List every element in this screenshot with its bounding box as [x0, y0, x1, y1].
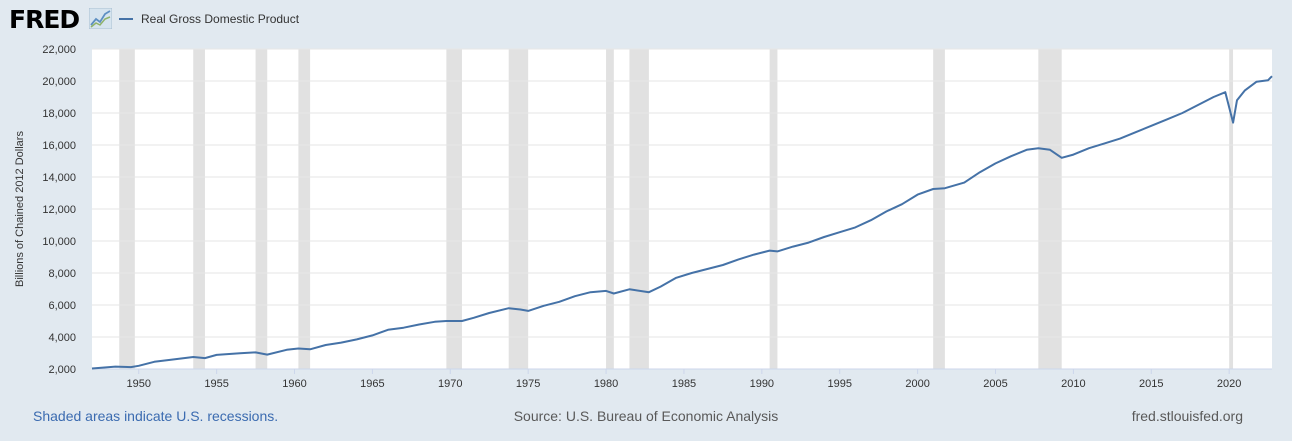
x-axis-ticks: 1950 1955 1960 1965 1970 1975 1980 1985 1990 1995…	[126, 369, 1241, 390]
y-tick-label-6: 14,000	[42, 172, 76, 184]
chart-header: FRED Real Gross Domestic Product	[0, 0, 1292, 40]
x-tick-label-10: 2000	[905, 378, 929, 390]
x-tick-label-0: 1950	[126, 378, 150, 390]
x-tick-label-4: 1970	[438, 378, 462, 390]
y-tick-label-1: 4,000	[48, 332, 76, 344]
y-tick-label-2: 6,000	[48, 300, 76, 312]
fred-logo-graph-icon	[89, 8, 112, 29]
x-tick-label-2: 1960	[282, 378, 306, 390]
legend-label: Real Gross Domestic Product	[141, 12, 300, 26]
source-text: Source: U.S. Bureau of Economic Analysis	[513, 408, 779, 424]
y-axis-ticks: 2,000 4,000 6,000 8,000 10,000 12,000 14,000 16…	[42, 44, 76, 376]
x-tick-label-3: 1965	[360, 378, 384, 390]
legend-swatch	[119, 18, 133, 20]
x-tick-label-7: 1985	[672, 378, 696, 390]
y-tick-label-5: 12,000	[42, 204, 76, 216]
x-tick-label-11: 2005	[983, 378, 1007, 390]
x-tick-label-14: 2020	[1217, 378, 1241, 390]
y-tick-label-0: 2,000	[48, 364, 76, 376]
x-tick-label-12: 2010	[1061, 378, 1085, 390]
series-line-real-gdp[interactable]	[91, 75, 1273, 370]
x-tick-label-1: 1955	[204, 378, 228, 390]
y-tick-label-7: 16,000	[42, 140, 76, 152]
fred-logo[interactable]: FRED	[9, 5, 80, 34]
x-tick-label-9: 1995	[827, 378, 851, 390]
x-tick-label-13: 2015	[1139, 378, 1163, 390]
x-tick-label-6: 1980	[594, 378, 618, 390]
y-tick-label-3: 8,000	[48, 268, 76, 280]
grid-lines	[92, 48, 1272, 370]
y-tick-label-4: 10,000	[42, 236, 76, 248]
y-axis-label: Billions of Chained 2012 Dollars	[14, 131, 26, 287]
chart-legend[interactable]: Real Gross Domestic Product	[119, 10, 299, 28]
y-tick-label-8: 18,000	[42, 108, 76, 120]
chart-area[interactable]: 2,000 4,000 6,000 8,000 10,000 12,000 14,000 16…	[0, 0, 1292, 400]
recession-note: Shaded areas indicate U.S. recessions.	[33, 408, 279, 424]
y-tick-label-10: 22,000	[42, 44, 76, 56]
x-tick-label-5: 1975	[516, 378, 540, 390]
chart-footer: Shaded areas indicate U.S. recessions. S…	[0, 404, 1292, 428]
y-tick-label-9: 20,000	[42, 76, 76, 88]
site-link[interactable]: fred.stlouisfed.org	[1131, 408, 1243, 424]
x-tick-label-8: 1990	[750, 378, 774, 390]
